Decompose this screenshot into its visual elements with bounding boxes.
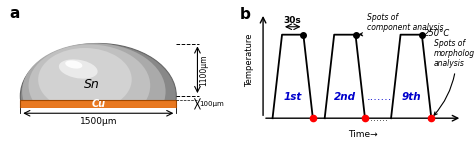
Circle shape — [38, 48, 132, 111]
Text: ......: ...... — [370, 113, 388, 123]
Text: a: a — [9, 6, 19, 21]
Text: Spots of
morphology
analysis: Spots of morphology analysis — [434, 39, 474, 115]
Text: 100μm: 100μm — [200, 101, 224, 107]
Text: Cu: Cu — [91, 99, 105, 109]
Circle shape — [22, 43, 165, 140]
Text: b: b — [239, 7, 250, 22]
Bar — [20, 100, 176, 108]
Text: .......: ....... — [366, 92, 392, 102]
Text: Sn: Sn — [84, 78, 100, 90]
Text: 250°C: 250°C — [424, 29, 450, 38]
Bar — [9, 108, 187, 150]
Ellipse shape — [59, 59, 98, 79]
Text: 1100μm: 1100μm — [200, 54, 209, 86]
Circle shape — [28, 45, 150, 126]
Text: 30s: 30s — [284, 16, 301, 25]
Circle shape — [20, 44, 176, 148]
Text: Temperature: Temperature — [246, 34, 255, 87]
Text: Spots of
component analysis: Spots of component analysis — [359, 13, 444, 36]
Ellipse shape — [65, 60, 82, 69]
Ellipse shape — [85, 108, 120, 120]
Text: Time→: Time→ — [348, 130, 377, 139]
Text: 1st: 1st — [283, 92, 302, 102]
Text: 2nd: 2nd — [334, 92, 356, 102]
Text: 9th: 9th — [401, 92, 421, 102]
Text: 1500μm: 1500μm — [80, 117, 117, 126]
